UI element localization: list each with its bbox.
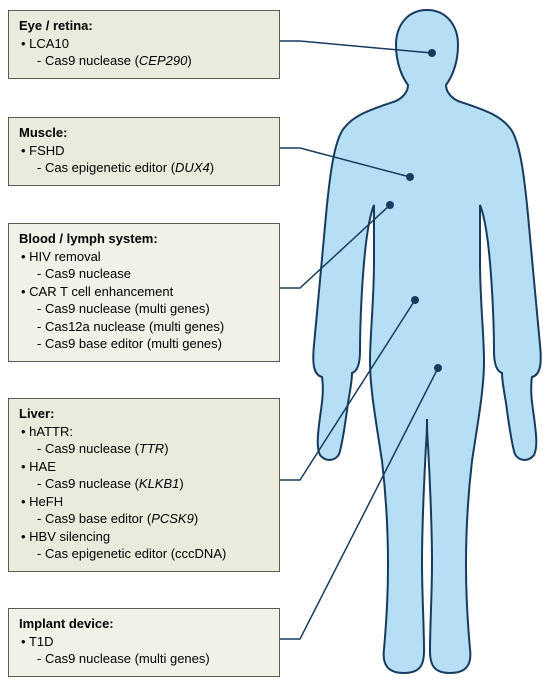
item-label: T1D	[29, 634, 54, 649]
gene-name: DUX4	[175, 160, 210, 175]
note-text: multi genes	[139, 301, 205, 316]
tool-name: Cas12a nuclease	[45, 319, 145, 334]
callout-title: Implant device:	[19, 615, 269, 633]
callout-title: Blood / lymph system:	[19, 230, 269, 248]
tool-name: Cas9 base editor	[45, 336, 143, 351]
list-item: HAECas9 nuclease (KLKB1)	[19, 458, 269, 493]
subitem-list: Cas9 nuclease (multi genes)Cas12a nuclea…	[21, 300, 269, 353]
tool-name: Cas9 nuclease	[45, 53, 131, 68]
subitem-list: Cas9 nuclease (KLKB1)	[21, 475, 269, 493]
subitem: Cas9 nuclease (multi genes)	[35, 300, 269, 318]
gene-name: TTR	[139, 441, 164, 456]
human-body-silhouette	[300, 5, 555, 680]
subitem: Cas epigenetic editor (DUX4)	[35, 159, 269, 177]
item-label: HIV removal	[29, 249, 101, 264]
list-item: HIV removal Cas9 nuclease	[19, 248, 269, 283]
tool-name: Cas9 nuclease	[45, 651, 131, 666]
list-item: CAR T cell enhancementCas9 nuclease (mul…	[19, 283, 269, 353]
list-item: T1DCas9 nuclease (multi genes)	[19, 633, 269, 668]
subitem: Cas9 nuclease (KLKB1)	[35, 475, 269, 493]
subitem: Cas9 nuclease	[35, 265, 269, 283]
item-label: HeFH	[29, 494, 63, 509]
subitem: Cas9 nuclease (multi genes)	[35, 650, 269, 668]
list-item: HBV silencingCas epigenetic editor (cccD…	[19, 528, 269, 563]
note-text: multi genes	[151, 336, 217, 351]
tool-name: Cas9 nuclease	[45, 301, 131, 316]
subitem: Cas9 nuclease (TTR)	[35, 440, 269, 458]
subitem-list: Cas9 nuclease (CEP290)	[21, 52, 269, 70]
callout-title: Eye / retina:	[19, 17, 269, 35]
tool-name: Cas epigenetic editor	[45, 546, 167, 561]
item-list: T1DCas9 nuclease (multi genes)	[19, 633, 269, 668]
body-outline	[313, 10, 540, 673]
subitem-list: Cas9 nuclease (TTR)	[21, 440, 269, 458]
subitem-list: Cas9 nuclease	[21, 265, 269, 283]
note-text: multi genes	[153, 319, 219, 334]
list-item: FSHDCas epigenetic editor (DUX4)	[19, 142, 269, 177]
subitem: Cas9 base editor (multi genes)	[35, 335, 269, 353]
note-text: multi genes	[139, 651, 205, 666]
callout-box-implant: Implant device:T1DCas9 nuclease (multi g…	[8, 608, 280, 677]
item-list: LCA10Cas9 nuclease (CEP290)	[19, 35, 269, 70]
gene-name: KLKB1	[139, 476, 179, 491]
item-label: LCA10	[29, 36, 69, 51]
figure-container: Eye / retina:LCA10Cas9 nuclease (CEP290)…	[0, 0, 560, 685]
item-label: HBV silencing	[29, 529, 110, 544]
list-item: HeFHCas9 base editor (PCSK9)	[19, 493, 269, 528]
callout-box-muscle: Muscle:FSHDCas epigenetic editor (DUX4)	[8, 117, 280, 186]
item-label: FSHD	[29, 143, 64, 158]
item-list: hATTR:Cas9 nuclease (TTR)HAECas9 nucleas…	[19, 423, 269, 563]
callout-box-liver: Liver:hATTR:Cas9 nuclease (TTR)HAECas9 n…	[8, 398, 280, 572]
item-list: FSHDCas epigenetic editor (DUX4)	[19, 142, 269, 177]
item-label: CAR T cell enhancement	[29, 284, 173, 299]
item-label: hATTR:	[29, 424, 73, 439]
item-label: HAE	[29, 459, 56, 474]
tool-name: Cas9 nuclease	[45, 266, 131, 281]
gene-name: PCSK9	[151, 511, 194, 526]
subitem: Cas epigenetic editor (cccDNA)	[35, 545, 269, 563]
subitem-list: Cas9 nuclease (multi genes)	[21, 650, 269, 668]
callout-title: Muscle:	[19, 124, 269, 142]
subitem: Cas9 base editor (PCSK9)	[35, 510, 269, 528]
callout-box-blood: Blood / lymph system:HIV removal Cas9 nuc…	[8, 223, 280, 362]
list-item: LCA10Cas9 nuclease (CEP290)	[19, 35, 269, 70]
item-list: HIV removalCas9 nucleaseCAR T cell enhan…	[19, 248, 269, 353]
note-text: cccDNA	[175, 546, 222, 561]
gene-name: CEP290	[139, 53, 187, 68]
tool-name: Cas epigenetic editor	[45, 160, 167, 175]
tool-name: Cas9 nuclease	[45, 441, 131, 456]
tool-name: Cas9 nuclease	[45, 476, 131, 491]
subitem-list: Cas9 base editor (PCSK9)	[21, 510, 269, 528]
subitem: Cas12a nuclease (multi genes)	[35, 318, 269, 336]
list-item: hATTR:Cas9 nuclease (TTR)	[19, 423, 269, 458]
callout-title: Liver:	[19, 405, 269, 423]
subitem-list: Cas epigenetic editor (cccDNA)	[21, 545, 269, 563]
subitem-list: Cas epigenetic editor (DUX4)	[21, 159, 269, 177]
callout-box-eye: Eye / retina:LCA10Cas9 nuclease (CEP290)	[8, 10, 280, 79]
subitem: Cas9 nuclease (CEP290)	[35, 52, 269, 70]
tool-name: Cas9 base editor	[45, 511, 143, 526]
